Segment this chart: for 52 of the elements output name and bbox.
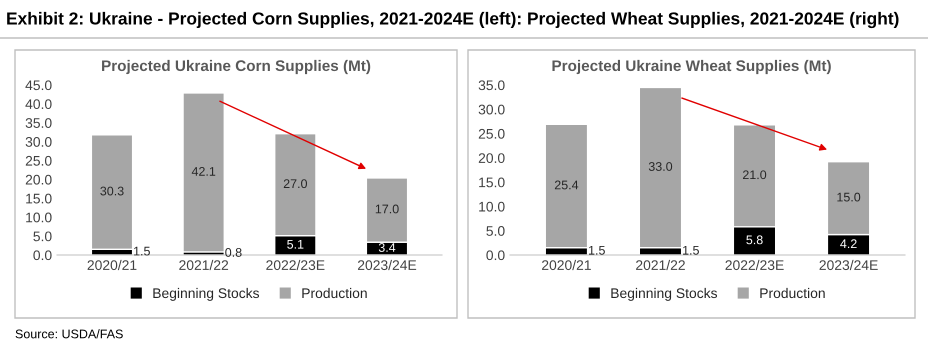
data-label: 17.0 <box>376 204 399 214</box>
x-tick-label: 2021/22 <box>179 260 228 270</box>
x-tick-label: 2020/21 <box>542 260 591 270</box>
data-label: 42.1 <box>192 166 216 176</box>
y-tick-label: 25.0 <box>26 156 52 166</box>
y-tick-label: 30.0 <box>478 104 505 114</box>
bar <box>90 134 134 250</box>
y-tick-label: 35.0 <box>26 118 52 128</box>
source-note: Source: USDA/FAS <box>16 329 123 338</box>
legend-label: Production <box>760 288 825 298</box>
y-tick-label: 20.0 <box>26 174 52 185</box>
data-label: 15.0 <box>837 192 860 202</box>
x-tick-label: 2021/22 <box>636 260 685 270</box>
x-tick-label: 2022/23E <box>266 260 324 270</box>
data-label: 0.8 <box>225 248 242 257</box>
data-label: 5.8 <box>746 235 763 244</box>
y-tick-label: 15.0 <box>26 194 52 204</box>
y-tick-label: 35.0 <box>478 80 505 90</box>
y-tick-label: 0.0 <box>33 250 52 260</box>
x-tick-label: 2023/24E <box>820 260 878 270</box>
y-tick-label: 10.0 <box>26 212 52 222</box>
data-label: 30.3 <box>100 186 124 196</box>
legend-label: Beginning Stocks <box>153 288 260 301</box>
y-tick-label: 20.0 <box>478 153 505 164</box>
x-tick-label: 2020/21 <box>88 260 136 270</box>
y-tick-label: 40.0 <box>25 99 52 110</box>
y-tick-label: 45.0 <box>25 80 52 90</box>
legend-label: Beginning Stocks <box>611 288 718 301</box>
data-label: 1.5 <box>589 246 605 255</box>
data-label: 27.0 <box>284 179 308 188</box>
y-tick-label: 0.0 <box>486 250 505 260</box>
data-label: 3.4 <box>378 243 396 252</box>
y-tick-label: 25.0 <box>478 128 505 139</box>
text: Exhibit 2: Ukraine - Projected Corn Supplies, 2021-2024E (left): Projected Wheat Supplies, 2021-2024E (right) <box>7 12 899 28</box>
y-tick-label: 5.0 <box>486 226 505 236</box>
x-tick-label: 2022/23E <box>725 260 784 270</box>
legend-label: Production <box>302 288 367 298</box>
chart-title: Projected Ukraine Corn Supplies (Mt) <box>102 60 370 74</box>
data-label: 25.4 <box>554 180 578 190</box>
data-label: 1.5 <box>683 246 699 255</box>
data-label: 4.2 <box>840 239 857 248</box>
y-tick-label: 30.0 <box>26 137 52 147</box>
x-tick-label: 2023/24E <box>358 260 416 270</box>
data-label: 21.0 <box>742 170 766 180</box>
chart-title: Projected Ukraine Wheat Supplies (Mt) <box>552 60 831 74</box>
y-tick-label: 15.0 <box>479 177 505 188</box>
y-tick-label: 5.0 <box>33 231 52 242</box>
data-label: 33.0 <box>648 162 672 171</box>
data-label: 1.5 <box>134 246 150 256</box>
y-tick-label: 10.0 <box>479 202 505 212</box>
bar <box>182 92 225 253</box>
data-label: 5.1 <box>287 240 304 249</box>
